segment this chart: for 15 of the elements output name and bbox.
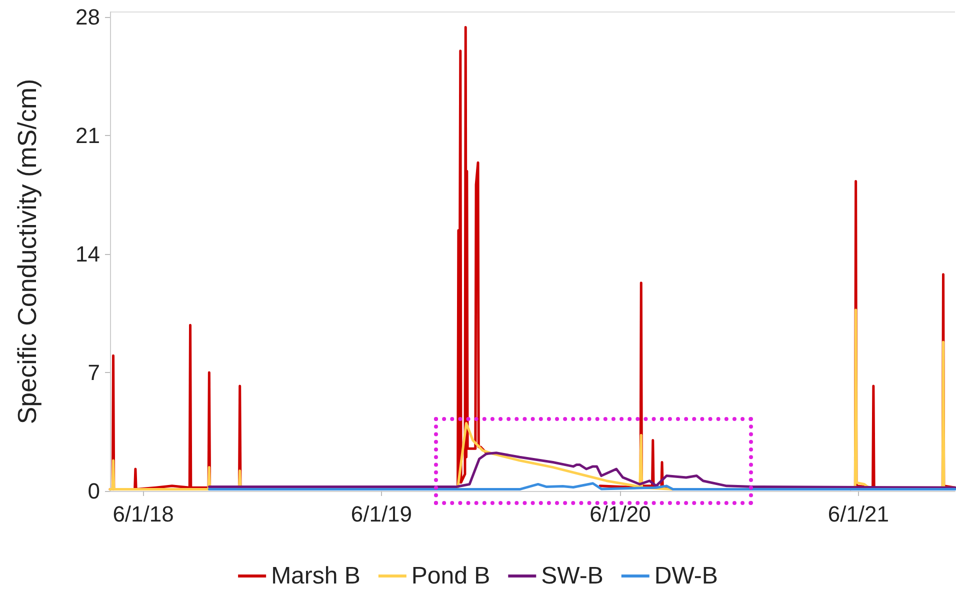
legend-label: DW-B xyxy=(654,562,718,590)
y-tick-label: 28 xyxy=(76,4,100,30)
y-tick-label: 21 xyxy=(76,123,100,148)
x-tick-label: 6/1/19 xyxy=(350,502,412,526)
x-tick-label: 6/1/20 xyxy=(590,502,651,526)
x-tick-label: 6/1/18 xyxy=(112,502,174,526)
line-series xyxy=(208,452,956,489)
y-tick-label: 14 xyxy=(76,242,100,267)
y-tick-label: 7 xyxy=(88,360,100,386)
legend-label: SW-B xyxy=(541,562,604,590)
legend-label: Marsh B xyxy=(271,562,360,590)
y-axis-title: Specific Conductivity (mS/cm) xyxy=(12,78,42,424)
y-tick-label: 0 xyxy=(88,478,100,504)
x-tick-label: 6/1/21 xyxy=(828,502,890,526)
legend-label: Pond B xyxy=(411,562,490,590)
